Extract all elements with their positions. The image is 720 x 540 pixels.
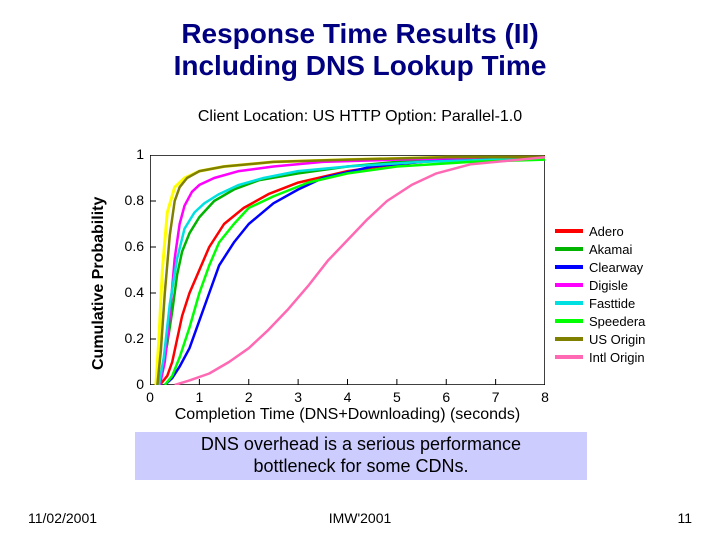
plot-area [150, 155, 545, 385]
slide: Response Time Results (II) Including DNS… [0, 0, 720, 540]
legend-item: Speedera [555, 312, 645, 330]
title-line1: Response Time Results (II) [181, 18, 538, 49]
legend-swatch [555, 283, 583, 287]
title-line2: Including DNS Lookup Time [174, 50, 547, 81]
y-tick: 0 [110, 376, 144, 392]
callout-line2: bottleneck for some CDNs. [253, 456, 468, 476]
legend-swatch [555, 229, 583, 233]
legend-swatch [555, 247, 583, 251]
legend-label: Adero [589, 224, 624, 239]
y-tick: 0.4 [110, 284, 144, 300]
x-tick: 0 [142, 389, 158, 405]
y-tick: 0.2 [110, 330, 144, 346]
legend-label: Intl Origin [589, 350, 645, 365]
legend-label: Fasttide [589, 296, 635, 311]
y-tick: 0.6 [110, 238, 144, 254]
legend-item: Digisle [555, 276, 645, 294]
footer-page: 11 [677, 510, 692, 526]
legend-swatch [555, 319, 583, 323]
legend-item: Adero [555, 222, 645, 240]
x-tick: 6 [438, 389, 454, 405]
legend-swatch [555, 265, 583, 269]
plot-svg [150, 155, 545, 385]
legend-item: US Origin [555, 330, 645, 348]
y-axis-label: Cumulative Probability [90, 197, 108, 370]
legend-swatch [555, 337, 583, 341]
legend-item: Fasttide [555, 294, 645, 312]
x-tick: 1 [191, 389, 207, 405]
x-tick: 7 [488, 389, 504, 405]
legend-swatch [555, 301, 583, 305]
legend-item: Intl Origin [555, 348, 645, 366]
y-tick: 0.8 [110, 192, 144, 208]
x-tick: 3 [290, 389, 306, 405]
legend-swatch [555, 355, 583, 359]
x-tick: 4 [340, 389, 356, 405]
legend-label: US Origin [589, 332, 645, 347]
legend-label: Clearway [589, 260, 643, 275]
slide-title: Response Time Results (II) Including DNS… [0, 18, 720, 82]
x-tick: 8 [537, 389, 553, 405]
chart-subtitle: Client Location: US HTTP Option: Paralle… [0, 108, 720, 126]
x-axis-label: Completion Time (DNS+Downloading) (secon… [150, 406, 545, 424]
callout-line1: DNS overhead is a serious performance [201, 434, 521, 454]
x-tick: 2 [241, 389, 257, 405]
legend: Adero Akamai Clearway Digisle Fasttide Speede… [555, 222, 645, 366]
legend-label: Digisle [589, 278, 628, 293]
footer-center: IMW'2001 [0, 510, 720, 526]
legend-label: Akamai [589, 242, 632, 257]
y-tick: 1 [110, 146, 144, 162]
legend-item: Akamai [555, 240, 645, 258]
callout-box: DNS overhead is a serious performance bo… [135, 432, 587, 480]
x-tick: 5 [389, 389, 405, 405]
legend-label: Speedera [589, 314, 645, 329]
legend-item: Clearway [555, 258, 645, 276]
